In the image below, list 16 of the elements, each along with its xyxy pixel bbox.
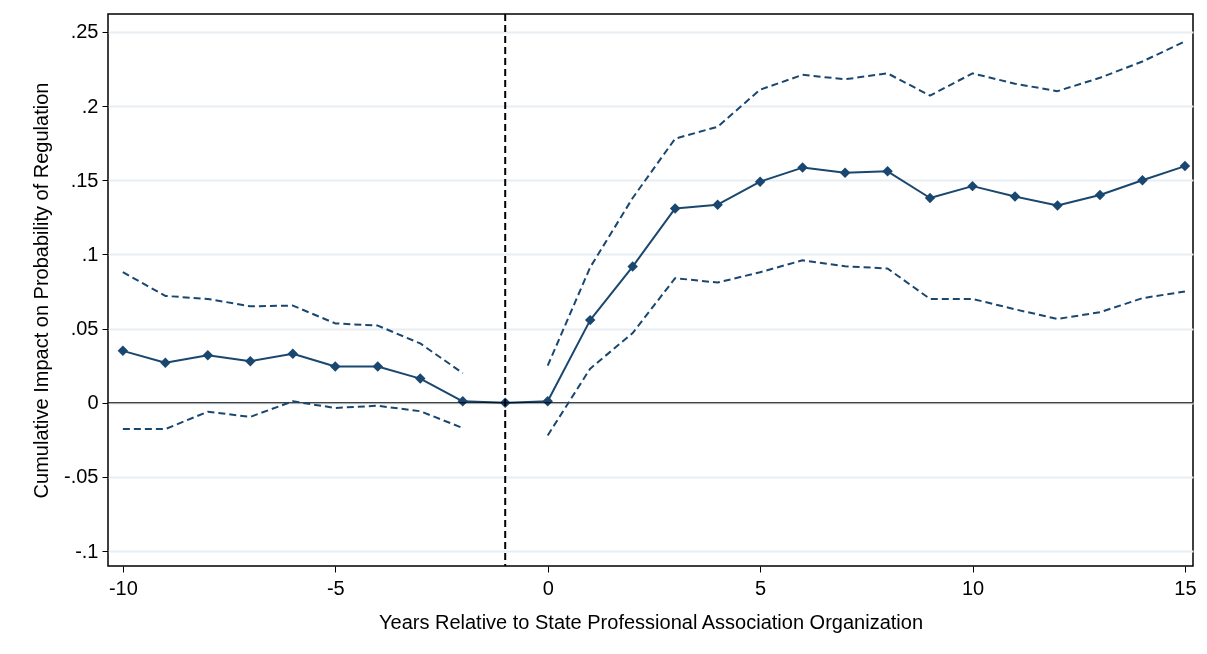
- y-tick-label: .05: [70, 317, 99, 340]
- y-tick-label: 0: [87, 391, 99, 414]
- y-tick-label: .25: [70, 20, 99, 43]
- y-tick-label: -.05: [64, 465, 99, 488]
- x-tick-label: 5: [755, 576, 767, 599]
- x-tick-label: -5: [326, 576, 345, 599]
- x-tick-label: 10: [961, 576, 985, 599]
- x-axis-title: Years Relative to State Professional Association Organization: [378, 610, 924, 633]
- y-tick-label: .1: [81, 242, 99, 265]
- x-tick-label: 15: [1174, 576, 1197, 599]
- y-axis-title: Cumulative Impact on Probability of Regulation: [30, 82, 53, 499]
- y-tick-label: -.1: [75, 539, 99, 562]
- x-tick-label: -10: [108, 576, 138, 599]
- y-tick-label: .15: [70, 168, 99, 191]
- x-tick-label: 0: [542, 576, 554, 599]
- y-tick-label: .2: [81, 94, 99, 117]
